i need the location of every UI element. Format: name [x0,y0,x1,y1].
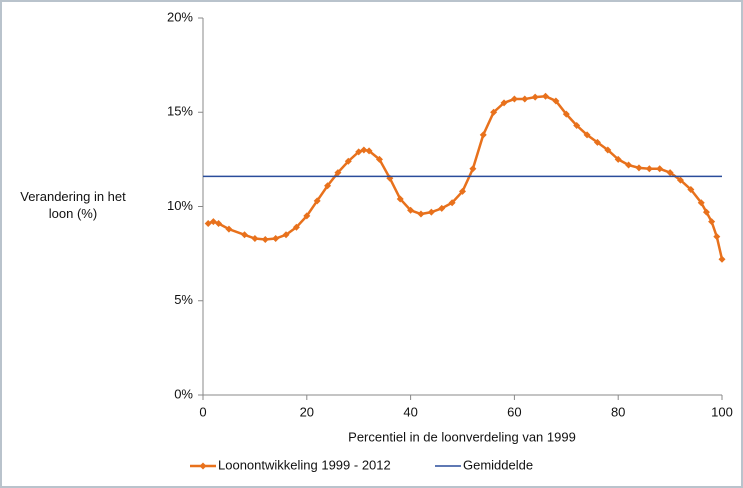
marker [708,218,716,226]
marker [521,95,529,103]
marker [656,165,664,173]
marker [687,186,695,194]
marker [344,157,352,165]
marker [583,131,591,139]
marker [459,187,466,195]
marker [334,169,342,177]
marker [355,148,363,156]
marker [209,218,217,226]
marker [542,92,550,100]
marker [448,199,456,207]
marker [676,176,684,184]
marker [225,225,233,233]
marker [510,95,518,103]
y-tick-label: 10% [167,198,193,213]
marker [604,146,612,154]
marker [241,231,249,239]
marker [718,255,726,263]
y-tick-label: 15% [167,104,193,119]
x-tick-label: 80 [611,404,625,419]
marker [479,131,487,139]
marker [702,208,710,216]
marker [282,231,290,239]
marker [531,93,539,101]
marker [625,161,633,169]
marker [552,97,560,105]
marker [562,110,570,118]
legend-label: Loonontwikkeling 1999 - 2012 [218,457,391,472]
marker [375,155,383,163]
x-tick-label: 100 [711,404,733,419]
marker [324,182,332,190]
marker [614,155,622,163]
marker [573,121,581,129]
marker [313,197,321,205]
legend-marker [199,462,207,470]
marker [666,169,674,177]
marker [417,210,425,218]
x-tick-label: 60 [507,404,521,419]
marker [635,164,643,172]
x-tick-label: 40 [403,404,417,419]
y-axis-label: Verandering in het loon (%) [20,189,126,221]
marker [272,235,280,243]
marker [365,147,373,155]
legend-label: Gemiddelde [463,457,533,472]
marker [713,233,721,241]
marker [303,212,311,220]
x-tick-label: 20 [300,404,314,419]
x-axis-label: Percentiel in de loonverdeling van 1999 [348,429,576,444]
marker [407,206,415,214]
marker [396,195,404,203]
y-tick-label: 20% [167,9,193,24]
y-tick-label: 5% [174,292,193,307]
marker [645,165,653,173]
marker [427,208,435,216]
y-tick-label: 0% [174,386,193,401]
marker [490,108,498,116]
marker [215,219,223,227]
marker [360,146,368,154]
marker [469,165,477,173]
x-tick-label: 0 [199,404,206,419]
marker [261,235,269,243]
marker [251,235,259,243]
marker [697,199,705,207]
marker [204,219,212,227]
marker [500,99,508,107]
marker [593,138,601,146]
marker [438,204,446,212]
marker [292,223,300,231]
